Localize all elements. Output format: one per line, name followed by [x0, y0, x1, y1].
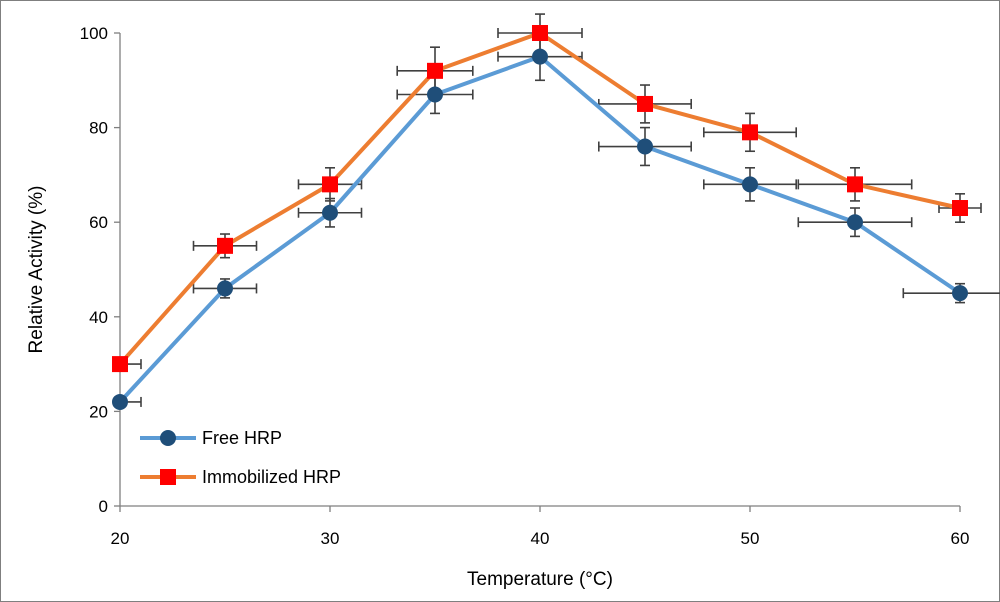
data-point-immobilized-hrp [427, 62, 443, 79]
data-point-immobilized-hrp [532, 25, 548, 41]
legend-item-immobilized-hrp: Immobilized HRP [140, 467, 341, 487]
data-point-free-hrp [847, 214, 863, 231]
y-tick-label: 40 [89, 308, 108, 327]
x-tick-label: 50 [741, 529, 760, 548]
data-point-free-hrp [952, 285, 968, 302]
x-tick-label: 40 [531, 529, 550, 548]
data-point-free-hrp [112, 393, 128, 410]
series-lines [118, 31, 962, 404]
series-line-immobilized-hrp [118, 31, 961, 366]
data-point-free-hrp [427, 86, 443, 103]
legend-marker-immobilized-hrp [160, 469, 176, 485]
data-point-free-hrp [217, 280, 233, 297]
data-point-immobilized-hrp [217, 237, 233, 254]
data-point-immobilized-hrp [112, 356, 128, 373]
y-axis-title: Relative Activity (%) [26, 186, 47, 354]
data-point-immobilized-hrp [952, 200, 968, 217]
x-tick-label: 30 [321, 529, 340, 548]
x-tick-label: 20 [111, 529, 130, 548]
y-tick-label: 60 [89, 213, 108, 232]
y-tick-label: 100 [80, 24, 108, 43]
legend: Free HRP Immobilized HRP [140, 428, 341, 487]
y-tick-label: 80 [89, 119, 108, 138]
x-axis-title: Temperature (°C) [467, 569, 613, 590]
data-point-free-hrp [322, 204, 338, 221]
data-point-immobilized-hrp [637, 95, 653, 112]
series-line-free-hrp [118, 54, 962, 404]
x-tick-label: 60 [951, 529, 970, 548]
data-point-immobilized-hrp [742, 124, 758, 141]
data-point-immobilized-hrp [847, 176, 863, 193]
data-point-free-hrp [742, 176, 758, 193]
y-tick-label: 20 [89, 402, 108, 421]
data-point-free-hrp [637, 138, 653, 155]
legend-item-free-hrp: Free HRP [140, 428, 282, 448]
legend-marker-free-hrp [160, 430, 176, 446]
markers [112, 25, 968, 410]
data-point-immobilized-hrp [322, 176, 338, 193]
data-point-free-hrp [532, 48, 548, 65]
y-tick-label: 0 [99, 497, 108, 516]
legend-label-free-hrp: Free HRP [202, 428, 282, 448]
legend-label-immobilized-hrp: Immobilized HRP [202, 467, 341, 487]
